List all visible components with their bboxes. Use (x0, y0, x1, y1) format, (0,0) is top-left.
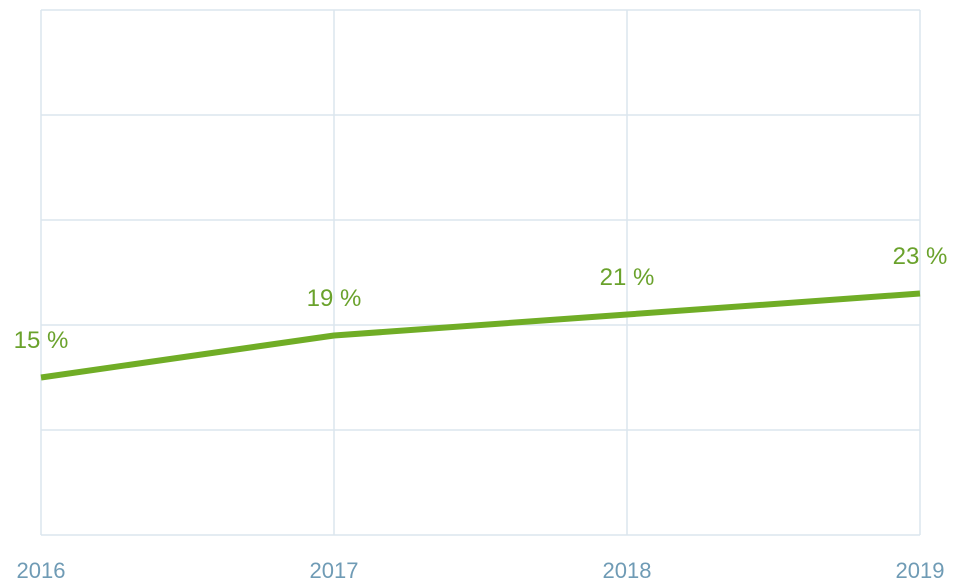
data-label: 23 % (893, 243, 948, 270)
x-tick-label: 2018 (603, 558, 652, 582)
data-label: 21 % (600, 264, 655, 291)
line (40, 290, 921, 381)
x-tick-label: 2019 (896, 558, 945, 582)
data-label: 15 % (14, 327, 69, 354)
x-tick-label: 2017 (310, 558, 359, 582)
x-tick-label: 2016 (17, 558, 66, 582)
data-label: 19 % (307, 285, 362, 312)
